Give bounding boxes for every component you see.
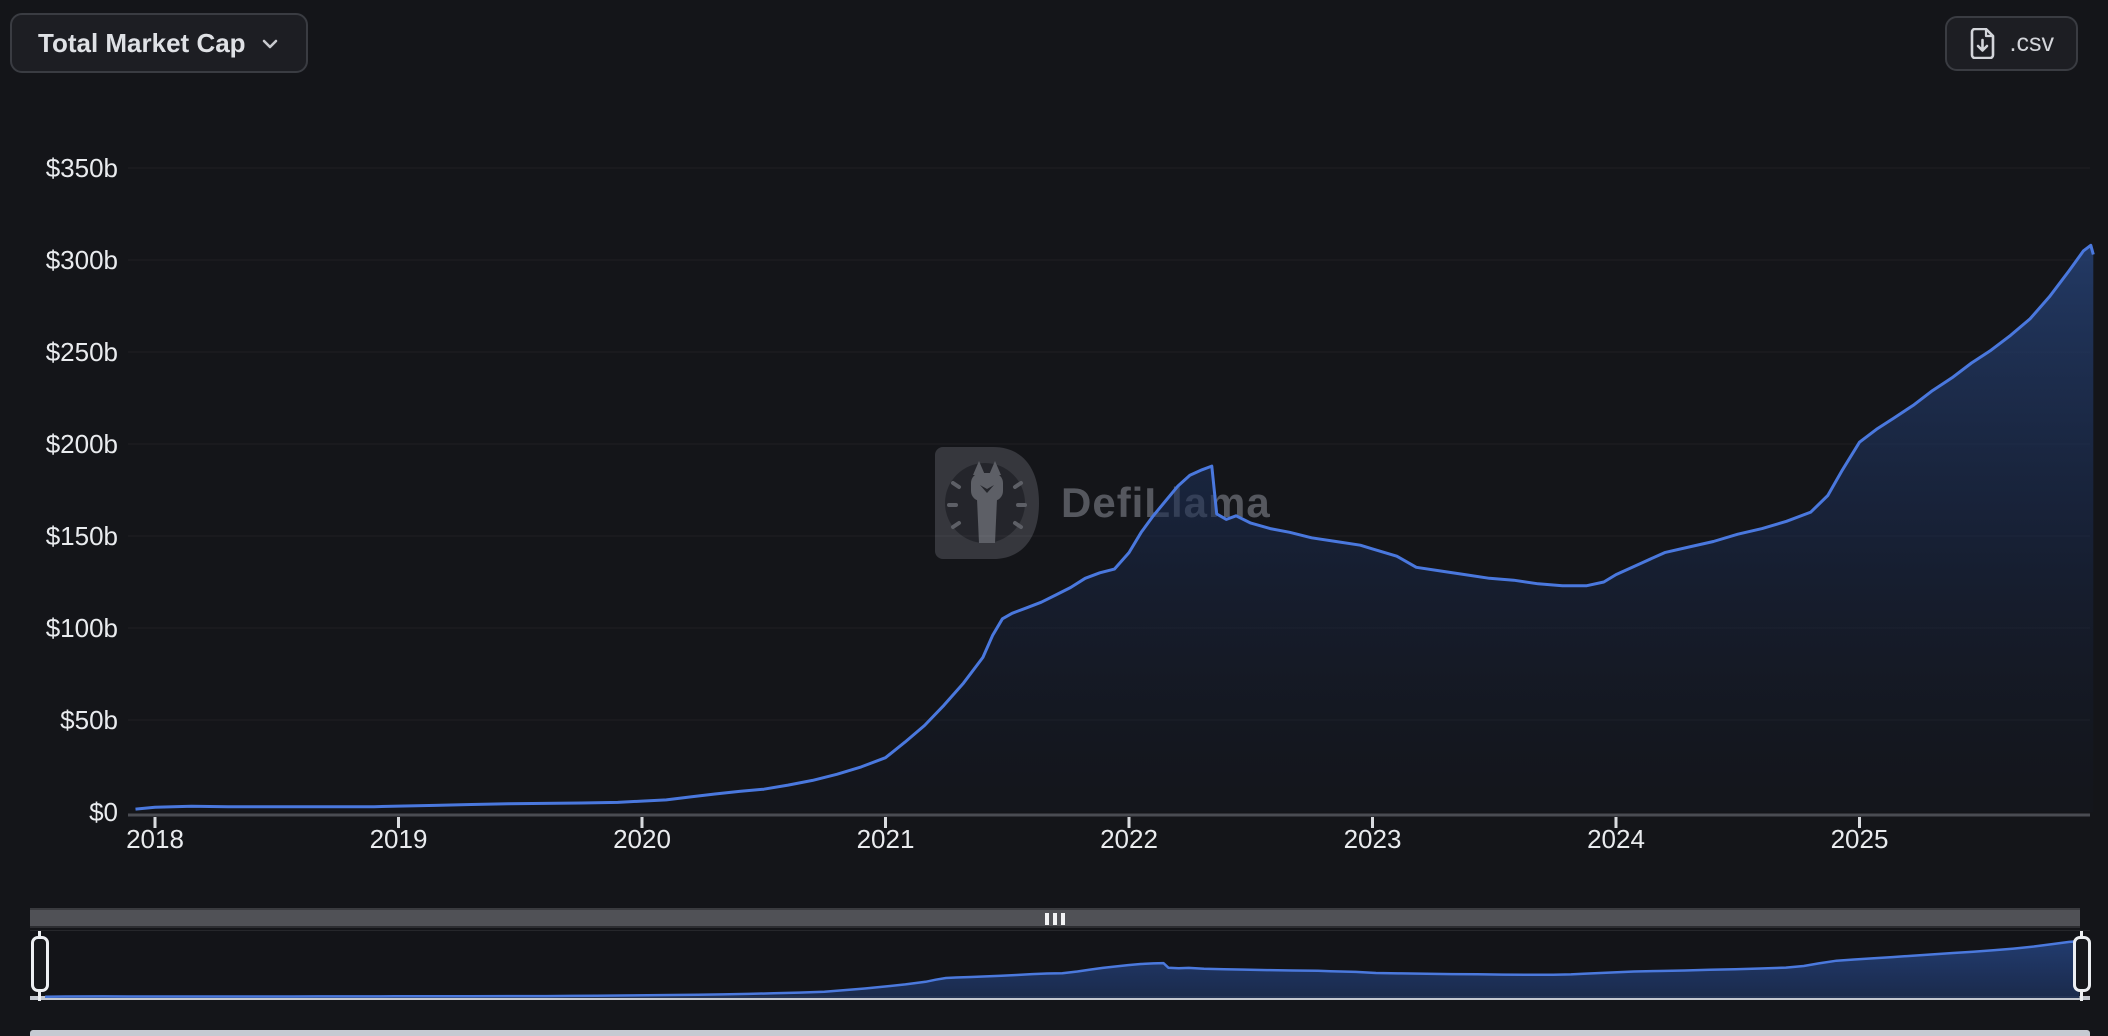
y-axis-label: $250b (45, 337, 118, 367)
metric-selector-label: Total Market Cap (38, 27, 246, 58)
navigator-mini-chart (45, 940, 2080, 998)
y-axis-label: $50b (60, 705, 118, 735)
defillama-watermark: DefiLlama (935, 447, 1271, 559)
chevron-down-icon (262, 39, 277, 49)
file-download-icon (1970, 28, 1994, 59)
llama-logo-icon (935, 447, 1039, 559)
y-axis-label: $350b (45, 153, 118, 183)
y-axis-label: $200b (45, 429, 118, 459)
y-axis-label: $150b (45, 521, 118, 551)
x-axis-label: 2020 (613, 824, 671, 854)
navigator-series-line (45, 940, 2080, 998)
x-axis-label: 2022 (1100, 824, 1158, 854)
x-axis-label: 2021 (856, 824, 915, 854)
x-axis-line (128, 813, 2090, 817)
brush-handle-right[interactable] (2073, 936, 2091, 992)
next-section-edge (30, 1030, 2090, 1036)
brush-handle-left[interactable] (31, 936, 49, 992)
drag-grip-icon[interactable] (1045, 913, 1065, 925)
watermark-brand-text: DefiLlama (1061, 479, 1271, 526)
x-axis-label: 2025 (1830, 824, 1889, 854)
x-axis-label: 2023 (1343, 824, 1402, 854)
y-axis-label: $0 (89, 797, 118, 827)
x-axis-label: 2019 (369, 824, 428, 854)
download-csv-label: .csv (2009, 29, 2054, 57)
download-csv-button[interactable]: .csv (1944, 16, 2078, 71)
chart-scrollbar[interactable] (30, 908, 2080, 928)
y-axis-label: $300b (45, 245, 118, 275)
x-axis-label: 2018 (126, 824, 184, 854)
chart-navigator[interactable] (30, 930, 2091, 1001)
metric-selector-dropdown[interactable]: Total Market Cap (10, 13, 308, 73)
y-axis-label: $100b (45, 613, 118, 643)
navigator-area-fill (45, 941, 2080, 998)
gridlines (128, 167, 2090, 721)
x-axis-label: 2024 (1587, 824, 1645, 854)
